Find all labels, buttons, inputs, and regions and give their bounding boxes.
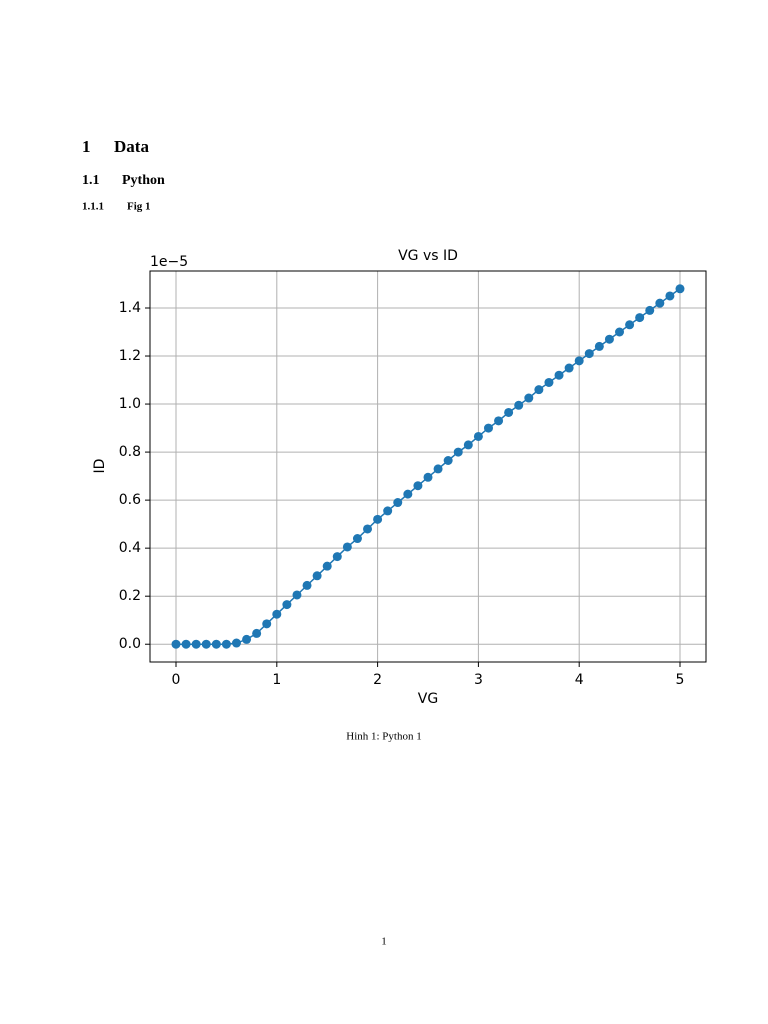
data-point <box>514 400 524 410</box>
x-tick-label: 1 <box>272 672 281 688</box>
data-point <box>453 447 463 457</box>
y-tick-label: 0.2 <box>119 588 141 604</box>
data-point <box>191 639 201 649</box>
data-point <box>393 498 403 508</box>
y-tick-label: 1.0 <box>119 396 141 412</box>
data-point <box>282 600 292 610</box>
data-point <box>564 363 574 373</box>
y-tick-label: 0.4 <box>119 540 141 556</box>
y-tick-label: 1.2 <box>119 348 141 364</box>
x-tick-label: 4 <box>575 672 584 688</box>
figure-caption: Hinh 1: Python 1 <box>346 731 421 743</box>
section-number: 1 <box>82 137 91 156</box>
data-point <box>383 506 393 516</box>
y-tick-label: 1.4 <box>119 300 141 316</box>
data-point <box>181 639 191 649</box>
subsection-number: 1.1 <box>82 173 100 188</box>
data-point <box>342 542 352 552</box>
data-point <box>615 327 625 337</box>
x-axis-label: VG <box>418 691 438 707</box>
y-axis-label: ID <box>92 459 108 474</box>
subsubsection-title: Fig 1 <box>127 201 151 213</box>
data-point <box>463 440 473 450</box>
section-title: Data <box>114 137 149 156</box>
axes-frame <box>149 270 707 663</box>
x-tick-label: 5 <box>676 672 685 688</box>
data-point <box>262 619 272 629</box>
data-point <box>312 571 322 581</box>
data-point <box>504 407 514 417</box>
data-point <box>534 385 544 395</box>
data-point <box>524 393 534 403</box>
y-tick-label: 0.0 <box>119 636 141 652</box>
data-point <box>423 472 433 482</box>
x-tick-label: 0 <box>172 672 181 688</box>
data-point <box>665 291 675 301</box>
data-point <box>171 639 181 649</box>
data-point <box>483 423 493 433</box>
y-tick-label: 0.8 <box>119 444 141 460</box>
chart-title: VG vs ID <box>398 248 458 264</box>
data-point <box>352 534 362 544</box>
data-point <box>292 590 302 600</box>
data-point <box>473 431 483 441</box>
axis-offset-label: 1e−5 <box>150 254 188 270</box>
data-point <box>544 377 554 387</box>
data-point <box>594 341 604 351</box>
data-point <box>645 305 655 315</box>
data-point <box>252 628 262 638</box>
plot: 0 1 2 3 4 5 0.0 0.2 0.4 0.6 0.8 1.0 1.2 1.4 <box>119 270 707 688</box>
page-number: 1 <box>381 936 387 948</box>
subsubsection-number: 1.1.1 <box>82 201 104 213</box>
data-point <box>584 349 594 359</box>
data-line <box>176 288 681 645</box>
data-point <box>675 284 685 294</box>
x-tick-label: 3 <box>474 672 483 688</box>
data-point <box>302 580 312 590</box>
data-point <box>604 334 614 344</box>
data-point <box>625 320 635 330</box>
data-point <box>231 638 241 648</box>
data-point <box>211 639 221 649</box>
data-point <box>242 634 252 644</box>
subsection-title: Python <box>122 173 165 188</box>
data-point <box>272 609 282 619</box>
data-point <box>373 514 383 524</box>
data-point <box>554 370 564 380</box>
data-point <box>433 464 443 474</box>
data-point <box>221 639 231 649</box>
data-point <box>322 561 332 571</box>
data-point <box>403 489 413 499</box>
data-point <box>655 298 665 308</box>
data-point <box>413 481 423 491</box>
x-tick-label: 2 <box>373 672 382 688</box>
data-point <box>363 524 373 534</box>
y-tick-label: 0.6 <box>119 492 141 508</box>
data-point <box>443 455 453 465</box>
data-point <box>332 552 342 562</box>
data-point <box>201 639 211 649</box>
data-point <box>494 416 504 426</box>
data-point <box>635 313 645 323</box>
data-point <box>574 356 584 366</box>
